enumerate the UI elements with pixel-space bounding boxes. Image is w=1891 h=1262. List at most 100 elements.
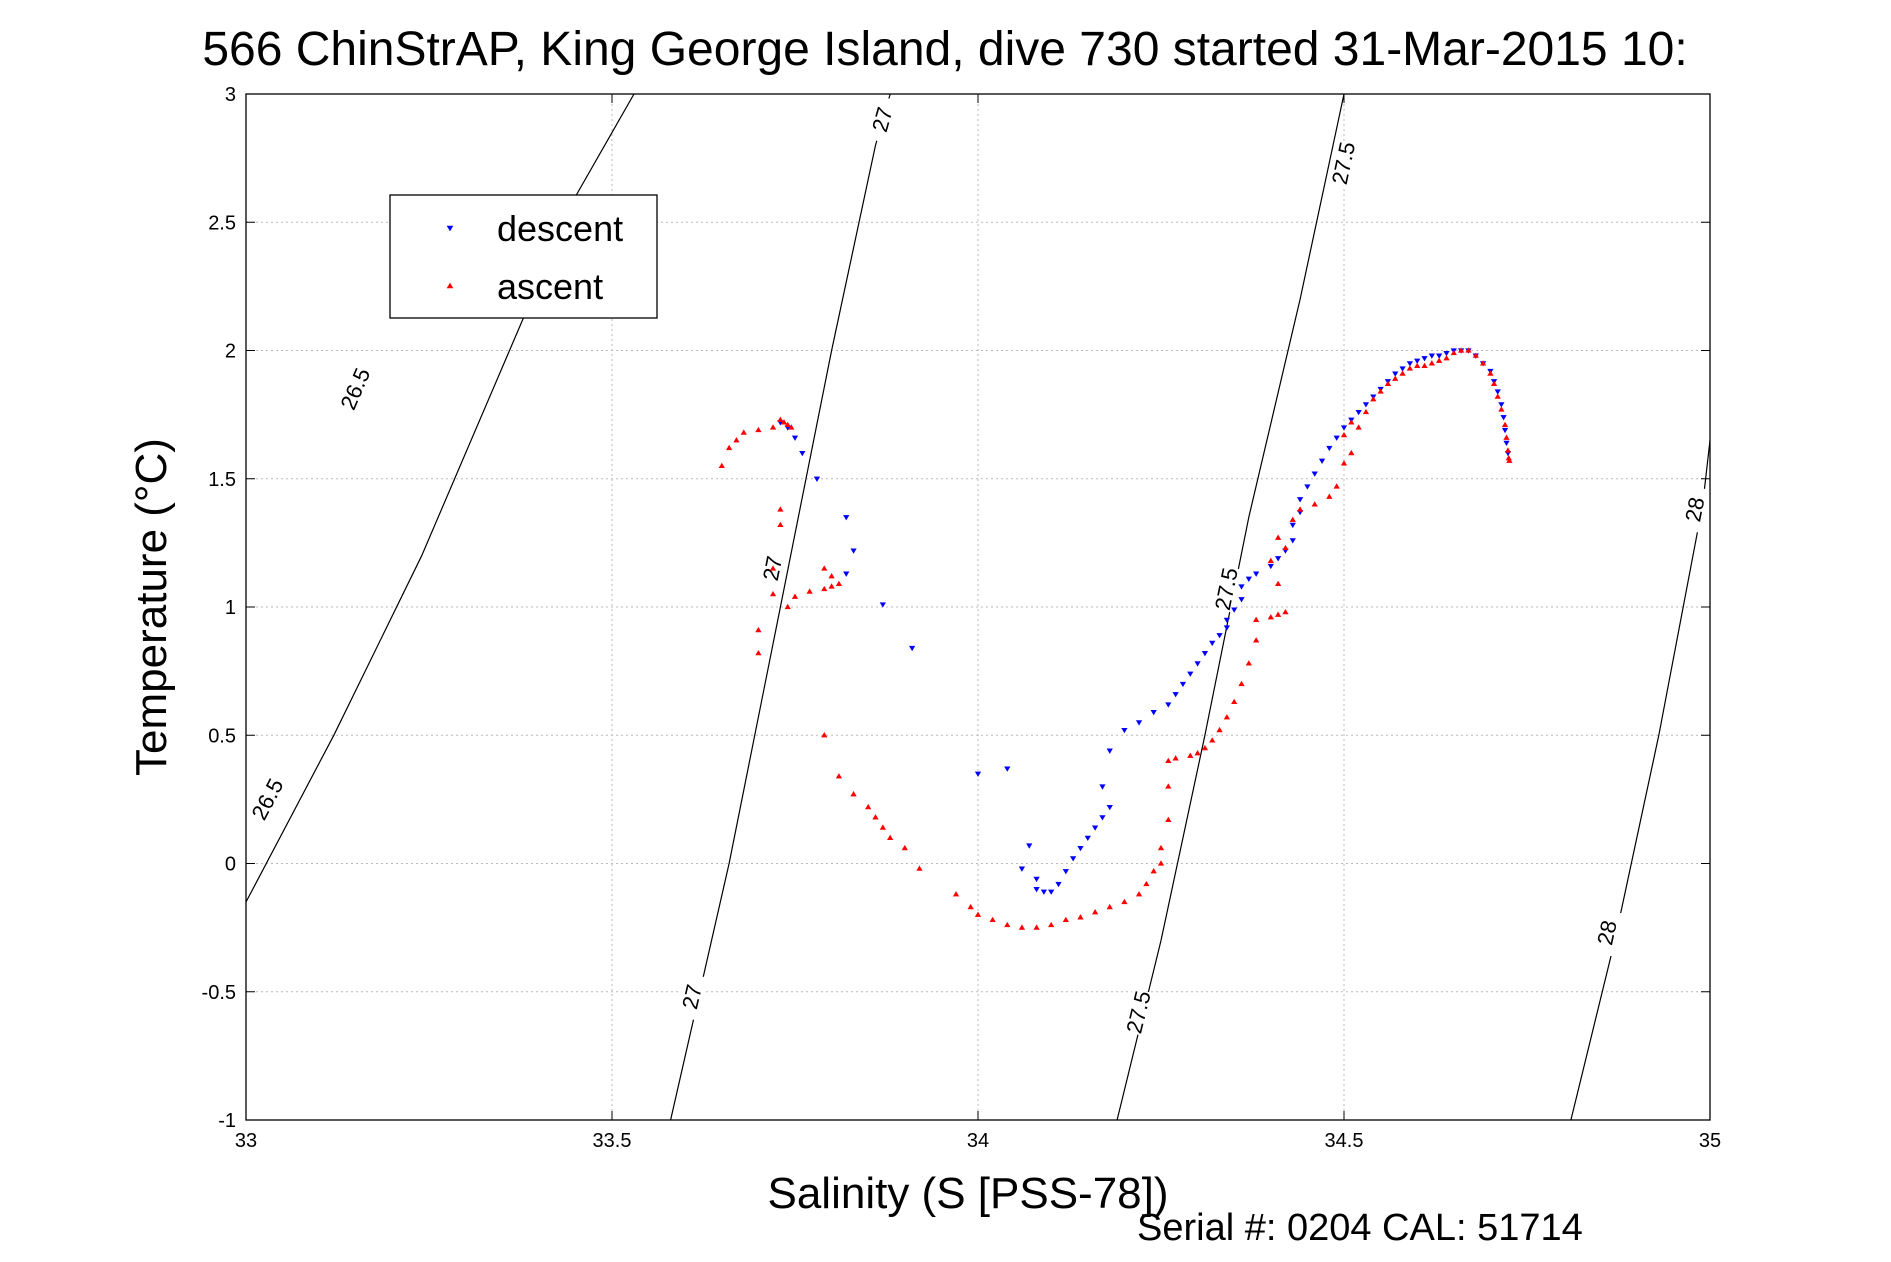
ascent-point-57 — [1201, 744, 1209, 751]
descent-point-9 — [908, 645, 916, 652]
y-tick-label-0: -1 — [218, 1110, 236, 1132]
ascent-point-99 — [1479, 360, 1487, 366]
ascent-point-95 — [1450, 349, 1457, 356]
x-tick-label-0: 33 — [235, 1130, 257, 1152]
descent-point-42 — [1238, 597, 1245, 603]
ascent-point-40 — [1048, 921, 1055, 928]
y-tick-label-1: -0.5 — [202, 982, 236, 1004]
ascent-point-0 — [718, 462, 725, 469]
ascent-point-84 — [1370, 396, 1377, 402]
descent-point-49 — [1289, 538, 1296, 544]
ascent-point-53 — [1165, 757, 1172, 764]
ascent-point-21 — [828, 573, 835, 579]
descent-point-44 — [1245, 576, 1252, 582]
descent-point-80 — [1494, 389, 1501, 395]
ascent-point-76 — [1326, 493, 1333, 499]
descent-point-19 — [1062, 869, 1069, 875]
descent-point-37 — [1209, 640, 1216, 647]
descent-point-22 — [1084, 835, 1091, 842]
ascent-point-32 — [916, 865, 923, 871]
ascent-point-63 — [1245, 660, 1252, 666]
x-axis-ticks: 33 33.5 34 34.5 35 — [235, 94, 1721, 1152]
legend-label-ascent: ascent — [497, 266, 603, 307]
descent-point-54 — [1311, 471, 1318, 477]
x-tick-label-2: 34 — [967, 1130, 989, 1152]
ascent-point-72 — [1274, 534, 1282, 540]
descent-point-70 — [1428, 353, 1435, 359]
descent-point-2 — [791, 435, 799, 441]
contour-label-bg-26.5-0 — [247, 774, 289, 825]
contour-label-bg-28-0 — [1591, 908, 1624, 957]
ascent-point-27 — [865, 803, 872, 810]
ascent-point-61 — [1231, 698, 1238, 705]
ascent-point-104 — [1501, 421, 1509, 428]
ascent-point-71 — [1282, 544, 1289, 551]
y-axis-ticks: -1 -0.5 0 0.5 1 1.5 2 2.5 3 — [202, 84, 1710, 1132]
ascent-point-15 — [791, 593, 799, 599]
ascent-point-4 — [755, 426, 762, 433]
ascent-point-36 — [989, 916, 996, 923]
ascent-point-58 — [1209, 737, 1216, 743]
ascent-point-29 — [879, 824, 886, 830]
ascent-point-75 — [1311, 501, 1318, 507]
ascent-point-19 — [835, 580, 843, 587]
ascent-point-96 — [1457, 347, 1465, 353]
ascent-point-93 — [1436, 357, 1443, 363]
descent-point-3 — [799, 450, 806, 457]
ascent-point-39 — [1033, 924, 1040, 930]
ascent-point-17 — [821, 585, 828, 592]
ascent-point-78 — [1340, 460, 1348, 466]
y-tick-label-6: 2 — [225, 341, 236, 363]
contour-line-26.5 — [245, 93, 635, 903]
descent-point-31 — [1165, 702, 1172, 708]
descent-point-34 — [1187, 671, 1194, 677]
descent-point-24 — [1099, 815, 1106, 821]
descent-point-10 — [974, 771, 982, 777]
ascent-point-66 — [1267, 614, 1274, 620]
descent-point-23 — [1091, 825, 1099, 831]
ascent-point-7 — [780, 419, 788, 425]
descent-point-11 — [1004, 766, 1011, 772]
ascent-point-46 — [1135, 891, 1143, 897]
descent-point-40 — [1223, 617, 1231, 624]
descent-point-17 — [1048, 889, 1055, 895]
y-axis-label: Temperature (°C) — [127, 438, 176, 776]
descent-point-84 — [1503, 440, 1510, 447]
ascent-point-67 — [1274, 611, 1282, 617]
ascent-point-88 — [1399, 370, 1406, 376]
ascent-point-86 — [1384, 380, 1392, 386]
y-tick-label-8: 3 — [225, 84, 236, 106]
descent-point-39 — [1223, 625, 1231, 631]
ascent-point-30 — [887, 834, 894, 840]
contour-label-28-0: 28 — [1592, 918, 1622, 947]
descent-point-68 — [1414, 358, 1421, 364]
descent-point-50 — [1289, 522, 1296, 529]
ascent-point-74 — [1296, 506, 1304, 512]
ascent-point-37 — [1004, 921, 1011, 928]
descent-point-25 — [1106, 804, 1113, 811]
legend-marker-ascent — [446, 282, 454, 289]
ascent-point-89 — [1406, 365, 1414, 371]
descent-point-56 — [1326, 445, 1333, 452]
ascent-point-24 — [821, 732, 828, 738]
contour-label-bg-27-0 — [675, 972, 710, 1022]
ascent-point-98 — [1472, 352, 1479, 358]
x-tick-label-4: 35 — [1699, 1130, 1721, 1152]
ascent-point-25 — [835, 773, 843, 779]
ascent-point-31 — [901, 844, 908, 851]
ascent-point-94 — [1443, 355, 1450, 361]
ascent-point-70 — [1267, 557, 1274, 563]
ascent-point-102 — [1494, 393, 1501, 399]
ascent-point-22 — [755, 626, 762, 633]
ascent-point-50 — [1157, 844, 1165, 851]
x-tick-label-3: 34.5 — [1325, 1130, 1364, 1152]
descent-point-14 — [1033, 876, 1040, 883]
y-tick-label-7: 2.5 — [208, 212, 236, 234]
ascent-point-64 — [1253, 637, 1260, 643]
legend-label-descent: descent — [497, 208, 623, 249]
ascent-point-106 — [1504, 447, 1512, 453]
contour-label-28-1: 28 — [1680, 495, 1709, 524]
descent-point-52 — [1296, 497, 1304, 503]
